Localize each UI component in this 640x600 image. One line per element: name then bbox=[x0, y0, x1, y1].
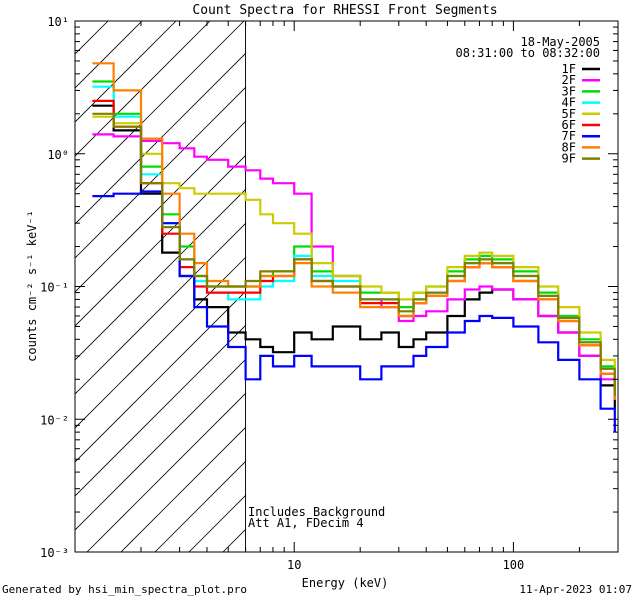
y-tick-label: 10⁻² bbox=[40, 413, 69, 427]
legend-label-7F: 7F bbox=[562, 129, 576, 143]
footer-generated-by: Generated by hsi_min_spectra_plot.pro bbox=[2, 583, 248, 596]
annotation-background: Includes Background bbox=[248, 505, 385, 519]
legend-label-8F: 8F bbox=[562, 140, 576, 154]
legend-label-4F: 4F bbox=[562, 96, 576, 110]
footer-timestamp: 11-Apr-2023 01:07 bbox=[519, 583, 632, 596]
legend-label-5F: 5F bbox=[562, 107, 576, 121]
y-tick-label: 10⁰ bbox=[47, 148, 69, 162]
legend-label-2F: 2F bbox=[562, 73, 576, 87]
axis-ticks: 10 100 10⁻³ 10⁻² 10⁻¹ 10⁰ 10¹ bbox=[40, 15, 619, 572]
x-tick-label: 10 bbox=[287, 558, 301, 572]
hatch-line bbox=[75, 21, 143, 89]
y-tick-label: 10⁻¹ bbox=[40, 281, 69, 295]
series-line-9F bbox=[92, 112, 616, 396]
hatch-line bbox=[631, 21, 640, 552]
legend-date: 18-May-2005 bbox=[521, 35, 600, 49]
legend-label-6F: 6F bbox=[562, 118, 576, 132]
series-line-5F bbox=[92, 115, 616, 386]
x-axis-label: Energy (keV) bbox=[302, 576, 389, 590]
legend: 18-May-2005 08:31:00 to 08:32:00 1F2F3F4… bbox=[456, 35, 601, 166]
hatch-line bbox=[75, 21, 313, 259]
x-tick-label: 100 bbox=[503, 558, 525, 572]
y-axis-label: counts cm⁻² s⁻¹ keV⁻¹ bbox=[25, 210, 39, 362]
legend-time-range: 08:31:00 to 08:32:00 bbox=[456, 46, 601, 60]
y-tick-label: 10¹ bbox=[47, 15, 69, 29]
y-tick-label: 10⁻³ bbox=[40, 546, 69, 560]
hatch-line bbox=[75, 21, 211, 157]
legend-label-3F: 3F bbox=[562, 84, 576, 98]
legend-label-9F: 9F bbox=[562, 152, 576, 166]
legend-label-1F: 1F bbox=[562, 62, 576, 76]
annotation-attenuator: Att A1, FDecim 4 bbox=[248, 516, 364, 530]
chart-title: Count Spectra for RHESSI Front Segments bbox=[192, 3, 497, 18]
hatch-line bbox=[75, 21, 245, 191]
series-group bbox=[92, 62, 616, 433]
hatch-line bbox=[75, 21, 279, 225]
hatch-line bbox=[75, 21, 177, 123]
hatch-line bbox=[0, 21, 6, 552]
